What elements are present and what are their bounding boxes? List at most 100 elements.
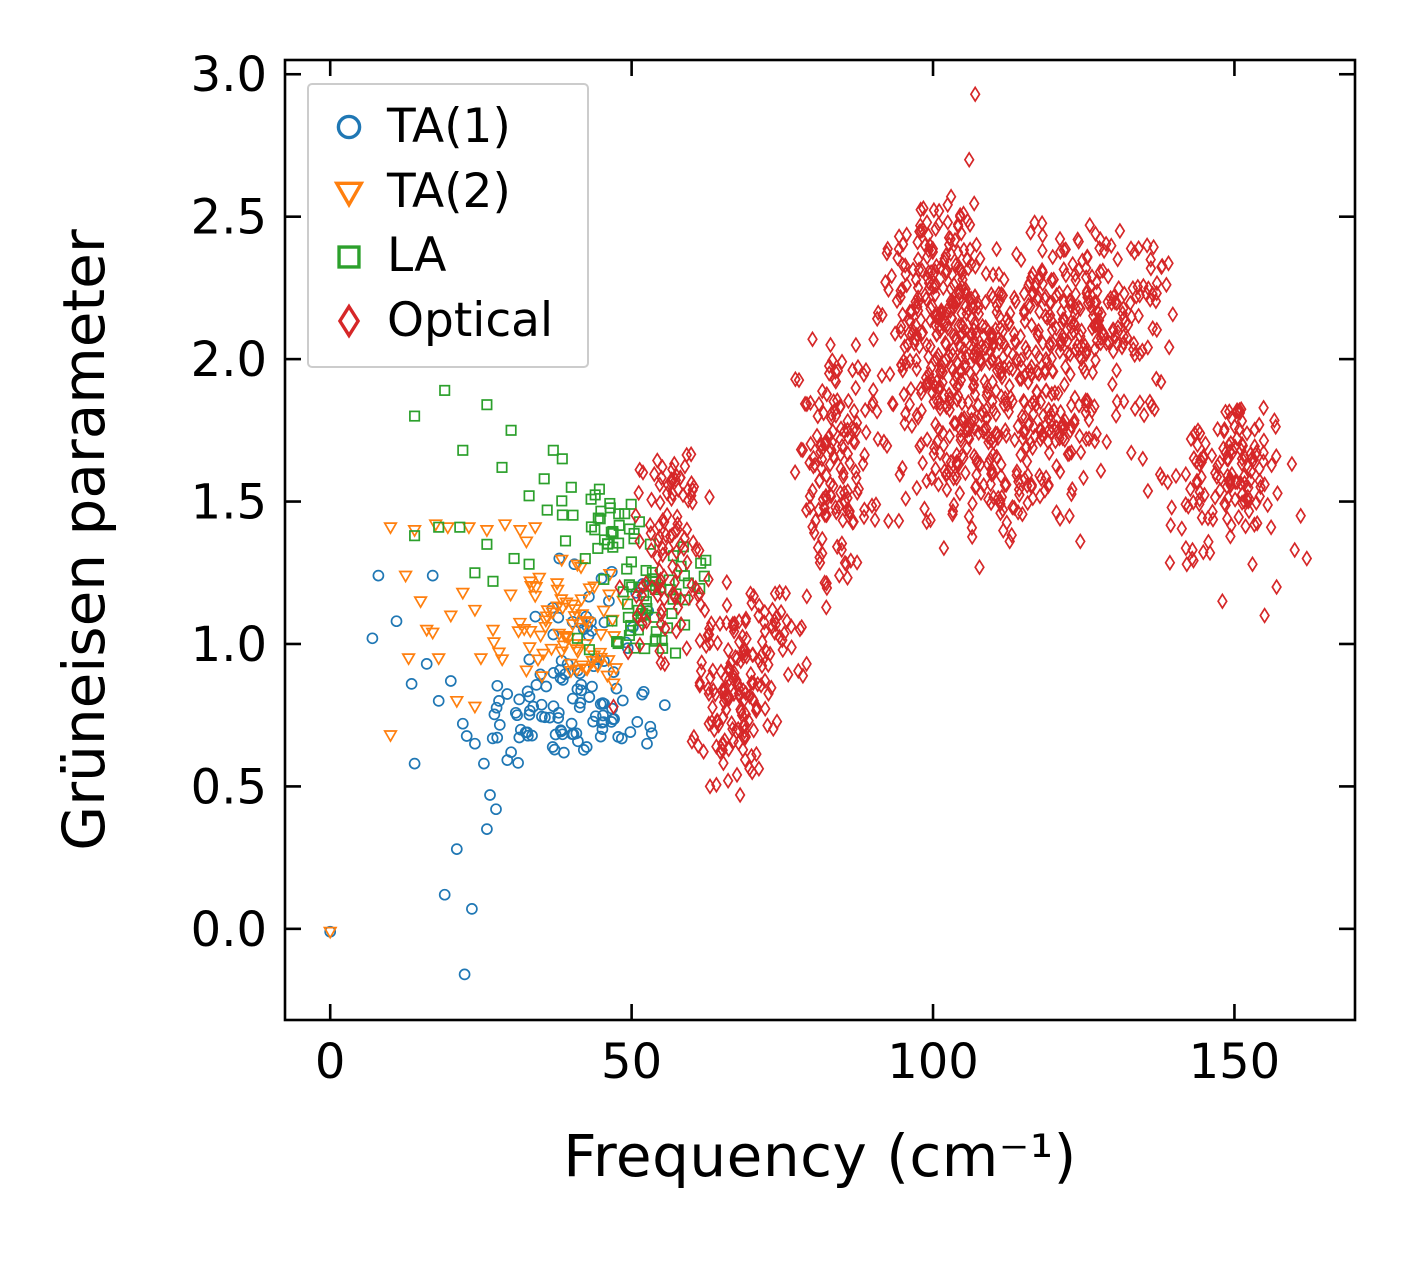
data-point <box>580 741 593 753</box>
data-point <box>964 152 975 168</box>
data-point <box>456 587 470 600</box>
data-point <box>658 699 671 711</box>
data-point <box>786 639 797 656</box>
data-point <box>945 189 957 205</box>
data-point <box>469 567 481 579</box>
data-point <box>559 535 572 547</box>
data-point <box>1095 463 1107 479</box>
data-point <box>1110 407 1122 424</box>
data-point <box>1286 456 1298 472</box>
data-point <box>942 197 953 213</box>
data-point <box>481 399 493 411</box>
data-point <box>491 679 504 692</box>
data-point <box>523 490 535 502</box>
data-point <box>850 337 862 353</box>
data-point <box>933 216 944 232</box>
data-point <box>681 640 692 657</box>
y-tick-label: 0.0 <box>191 902 267 958</box>
data-point <box>807 331 818 347</box>
data-point <box>481 538 493 550</box>
data-point <box>583 691 596 703</box>
axes-frame <box>283 58 1357 1022</box>
data-point <box>438 888 451 901</box>
data-point <box>466 903 478 915</box>
y-tick-label: 1.0 <box>191 617 267 673</box>
data-point <box>1059 376 1070 393</box>
data-point <box>1247 556 1258 572</box>
data-point <box>771 713 783 730</box>
data-point <box>458 968 471 981</box>
data-point <box>1217 593 1228 609</box>
data-point <box>789 464 801 480</box>
ta1-circle-icon <box>336 115 362 140</box>
data-point <box>900 490 911 507</box>
data-point <box>721 597 733 613</box>
data-point <box>409 410 421 422</box>
data-point <box>999 272 1010 288</box>
data-point <box>1265 519 1277 535</box>
data-point <box>805 436 816 452</box>
data-point <box>998 522 1009 539</box>
data-point <box>915 312 927 328</box>
data-point <box>408 757 421 770</box>
data-point <box>519 536 534 549</box>
data-point <box>1075 444 1087 460</box>
legend-item-la: LA <box>331 230 553 283</box>
tick-marks <box>285 60 1355 1020</box>
data-point <box>1162 474 1173 490</box>
data-point <box>501 688 514 700</box>
data-point <box>1015 252 1027 268</box>
data-point <box>577 744 590 756</box>
data-point <box>1112 251 1123 267</box>
data-point <box>731 767 743 783</box>
data-point <box>821 599 832 616</box>
data-point <box>868 331 879 348</box>
data-point <box>1295 508 1306 524</box>
data-point <box>911 480 922 496</box>
data-point <box>512 757 524 769</box>
data-point <box>558 746 570 759</box>
data-point <box>1034 488 1046 504</box>
data-point <box>1142 483 1154 499</box>
y-tick-label: 1.5 <box>191 475 267 531</box>
data-point <box>630 507 641 524</box>
legend-label-ta1: TA(1) <box>387 99 511 154</box>
data-point <box>734 787 746 803</box>
data-point <box>1134 394 1146 411</box>
data-point <box>869 512 881 528</box>
data-point <box>405 678 418 690</box>
data-point <box>468 604 482 617</box>
data-point <box>372 569 385 582</box>
data-point <box>1164 339 1175 355</box>
data-point <box>1030 344 1042 360</box>
x-tick-label: 100 <box>887 1034 979 1090</box>
optical-diamond-icon <box>338 305 360 338</box>
data-point <box>1101 434 1112 450</box>
data-point <box>480 525 494 537</box>
data-point <box>1167 306 1178 323</box>
data-point <box>1180 466 1191 482</box>
data-point <box>834 567 845 584</box>
data-point <box>460 730 473 742</box>
data-point <box>967 529 978 545</box>
data-point <box>1009 432 1020 448</box>
data-point <box>1166 499 1177 516</box>
data-point <box>1176 520 1187 537</box>
data-point <box>426 569 439 582</box>
legend-label-optical: Optical <box>387 292 554 348</box>
data-point <box>546 741 559 753</box>
legend-item-ta2: TA(2) <box>331 165 553 219</box>
data-point <box>383 730 398 742</box>
y-tick-label: 3.0 <box>191 47 267 103</box>
data-point <box>721 574 732 590</box>
data-point <box>970 86 981 102</box>
series-ta2 <box>323 519 630 939</box>
data-point <box>1119 286 1130 302</box>
data-point <box>444 610 458 623</box>
data-point <box>1270 419 1281 435</box>
data-point <box>722 773 734 789</box>
data-point <box>1114 223 1126 239</box>
legend: TA(1) TA(2) LA Optical <box>307 83 590 368</box>
data-point <box>893 513 905 529</box>
data-point <box>594 629 608 641</box>
